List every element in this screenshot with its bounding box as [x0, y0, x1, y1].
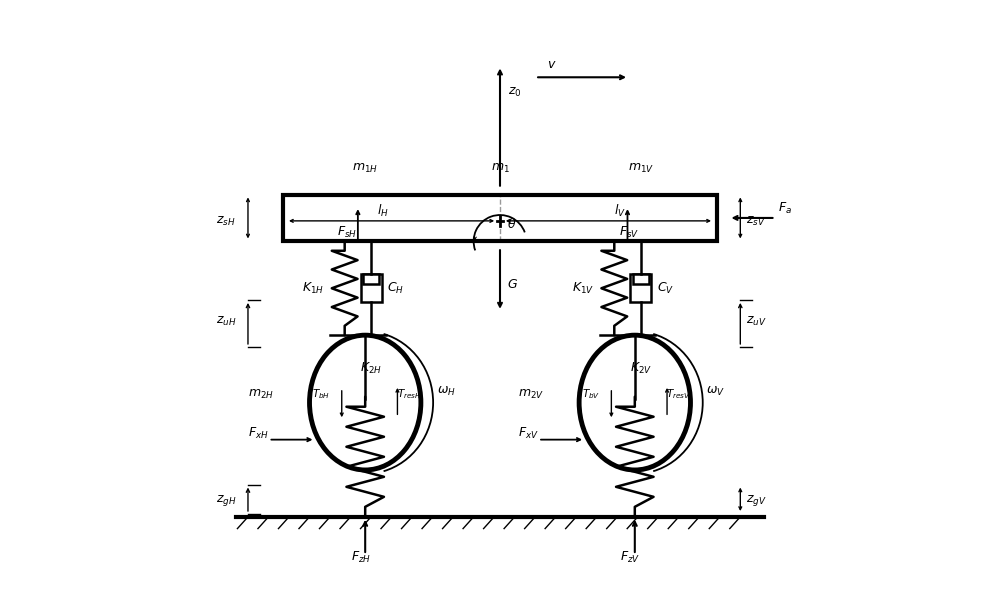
- Text: $m_{1H}$: $m_{1H}$: [352, 162, 378, 175]
- Text: $l_H$: $l_H$: [377, 203, 389, 219]
- Text: $T_{bV}$: $T_{bV}$: [582, 387, 600, 401]
- Bar: [361, 274, 382, 302]
- Text: $m_{2V}$: $m_{2V}$: [518, 388, 544, 401]
- Bar: [363, 274, 379, 284]
- Bar: [633, 274, 649, 284]
- Text: $z_{gV}$: $z_{gV}$: [746, 493, 767, 508]
- Text: $\theta$: $\theta$: [507, 217, 516, 232]
- Text: $F_{sH}$: $F_{sH}$: [337, 224, 357, 239]
- Text: $z_{uH}$: $z_{uH}$: [216, 314, 236, 328]
- Text: $l_V$: $l_V$: [614, 203, 626, 219]
- Text: $C_V$: $C_V$: [657, 281, 674, 296]
- Text: $K_{2H}$: $K_{2H}$: [360, 361, 382, 376]
- Text: $F_{xH}$: $F_{xH}$: [248, 426, 269, 441]
- Text: $T_{resH}$: $T_{resH}$: [397, 387, 422, 401]
- Text: $v$: $v$: [547, 58, 556, 71]
- Text: $C_H$: $C_H$: [387, 281, 405, 296]
- Text: $T_{resV}$: $T_{resV}$: [666, 387, 691, 401]
- Text: $\omega_V$: $\omega_V$: [706, 385, 725, 398]
- Text: $m_1$: $m_1$: [491, 162, 509, 175]
- Text: $F_a$: $F_a$: [778, 201, 792, 216]
- Text: $z_{uV}$: $z_{uV}$: [746, 314, 767, 328]
- Text: $\omega_H$: $\omega_H$: [437, 385, 455, 398]
- Text: $G$: $G$: [507, 278, 518, 291]
- Text: $z_{gH}$: $z_{gH}$: [216, 493, 236, 508]
- Text: $T_{bH}$: $T_{bH}$: [312, 387, 330, 401]
- Text: $F_{zH}$: $F_{zH}$: [351, 550, 371, 565]
- Bar: [283, 194, 717, 241]
- Text: $m_{2H}$: $m_{2H}$: [248, 388, 274, 401]
- Text: $K_{1H}$: $K_{1H}$: [302, 281, 324, 296]
- Text: $m_{1V}$: $m_{1V}$: [628, 162, 654, 175]
- Text: $F_{xV}$: $F_{xV}$: [518, 426, 538, 441]
- Text: $F_{sV}$: $F_{sV}$: [619, 224, 639, 239]
- Text: $F_{zV}$: $F_{zV}$: [620, 550, 640, 565]
- Text: $K_{1V}$: $K_{1V}$: [572, 281, 594, 296]
- Bar: [630, 274, 651, 302]
- Text: $K_{2V}$: $K_{2V}$: [630, 361, 652, 376]
- Text: $z_{sV}$: $z_{sV}$: [746, 215, 766, 228]
- Text: $z_0$: $z_0$: [508, 86, 521, 99]
- Text: $z_{sH}$: $z_{sH}$: [216, 215, 235, 228]
